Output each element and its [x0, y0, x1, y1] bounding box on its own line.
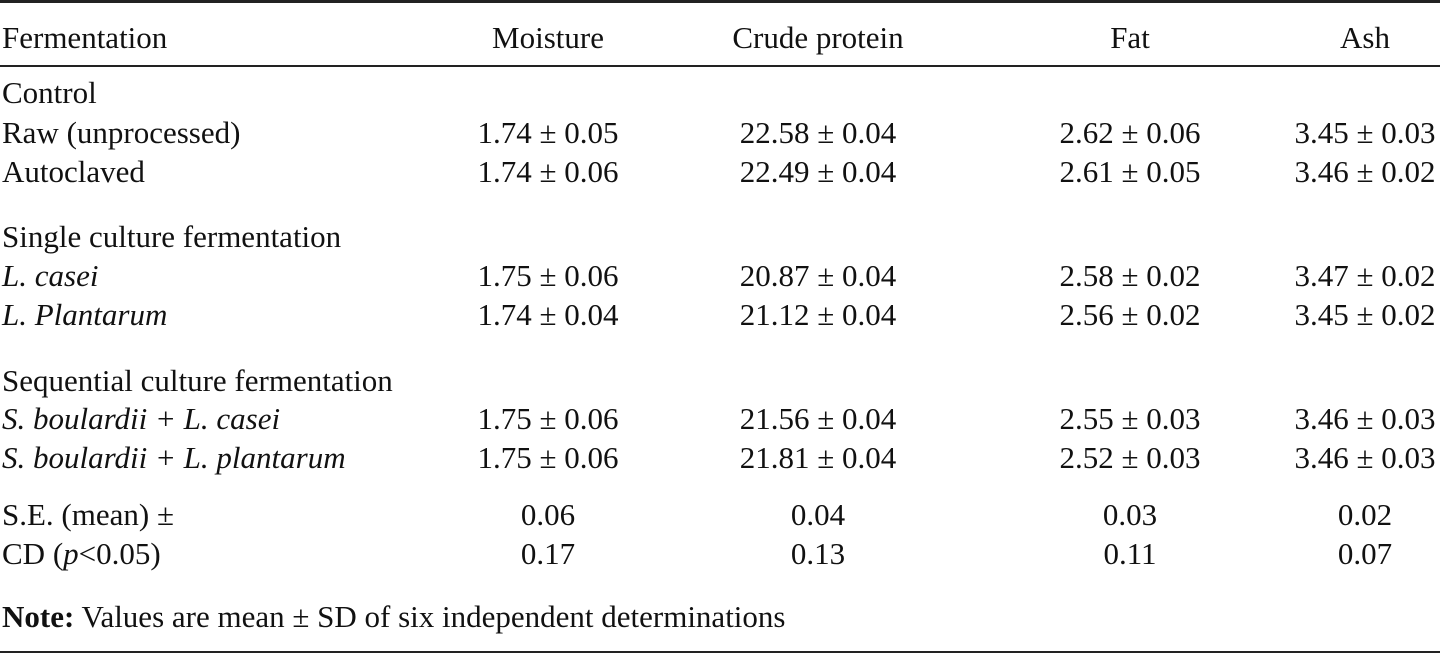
header-fat: Fat	[1110, 20, 1150, 55]
header-moisture: Moisture	[492, 20, 604, 55]
header-fermentation: Fermentation	[2, 20, 168, 55]
cell-ash: 3.46 ± 0.02	[1294, 154, 1436, 189]
cell-ash: 3.47 ± 0.02	[1294, 258, 1436, 293]
group-label: Control	[2, 75, 97, 110]
cell-fat: 2.62 ± 0.06	[1059, 115, 1201, 150]
group-label: Sequential culture fermentation	[2, 363, 393, 398]
row-label: Raw (unprocessed)	[2, 115, 241, 150]
group-heading-sequential: Sequential culture fermentation	[0, 361, 1440, 401]
table-note: Note: Values are mean ± SD of six indepe…	[0, 597, 1440, 637]
cell-moisture: 1.75 ± 0.06	[477, 440, 619, 475]
cell-protein: 21.81 ± 0.04	[739, 440, 897, 475]
note-body: Values are mean ± SD of six independent …	[74, 599, 786, 634]
cell-protein: 20.87 ± 0.04	[739, 258, 897, 293]
table-row-se: S.E. (mean) ± 0.06 0.04 0.03 0.02	[0, 495, 1440, 535]
cell-protein: 21.56 ± 0.04	[739, 401, 897, 436]
cell-fat: 2.58 ± 0.02	[1059, 258, 1201, 293]
cell-fat: 2.56 ± 0.02	[1059, 297, 1201, 332]
table-header: Fermentation Moisture Crude protein Fat …	[0, 18, 1440, 58]
header-ash: Ash	[1340, 20, 1390, 55]
header-crude-protein: Crude protein	[732, 20, 904, 55]
top-rule	[0, 0, 1440, 3]
group-heading-single: Single culture fermentation	[0, 217, 1440, 257]
table-row-cd: CD (p<0.05) 0.17 0.13 0.11 0.07	[0, 534, 1440, 574]
cell-protein: 0.13	[790, 536, 846, 571]
group-heading-control: Control	[0, 73, 1440, 113]
cell-ash: 3.45 ± 0.03	[1294, 115, 1436, 150]
cd-label-p: p	[63, 536, 79, 571]
cell-protein: 0.04	[790, 497, 846, 532]
row-label: CD (p<0.05)	[2, 534, 161, 574]
cell-protein: 22.58 ± 0.04	[739, 115, 897, 150]
cell-moisture: 1.74 ± 0.05	[477, 115, 619, 150]
cell-fat: 2.52 ± 0.03	[1059, 440, 1201, 475]
table-row: Autoclaved 1.74 ± 0.06 22.49 ± 0.04 2.61…	[0, 152, 1440, 192]
row-label: S. boulardii + L. plantarum	[2, 440, 346, 475]
table-row: S. boulardii + L. casei 1.75 ± 0.06 21.5…	[0, 399, 1440, 439]
cell-moisture: 0.06	[520, 497, 576, 532]
table-row: S. boulardii + L. plantarum 1.75 ± 0.06 …	[0, 438, 1440, 478]
cell-ash: 0.02	[1337, 497, 1393, 532]
table-row: Raw (unprocessed) 1.74 ± 0.05 22.58 ± 0.…	[0, 113, 1440, 153]
cell-protein: 21.12 ± 0.04	[739, 297, 897, 332]
cell-ash: 3.45 ± 0.02	[1294, 297, 1436, 332]
cell-fat: 0.03	[1102, 497, 1158, 532]
cell-protein: 22.49 ± 0.04	[739, 154, 897, 189]
row-label: L. Plantarum	[2, 297, 168, 332]
row-label: S. boulardii + L. casei	[2, 401, 281, 436]
row-label: Autoclaved	[2, 154, 145, 189]
cell-fat: 2.61 ± 0.05	[1059, 154, 1201, 189]
table-row: L. casei 1.75 ± 0.06 20.87 ± 0.04 2.58 ±…	[0, 256, 1440, 296]
cell-moisture: 1.74 ± 0.04	[477, 297, 619, 332]
cell-ash: 3.46 ± 0.03	[1294, 401, 1436, 436]
cd-label-post: <0.05)	[78, 536, 161, 571]
table-row: L. Plantarum 1.74 ± 0.04 21.12 ± 0.04 2.…	[0, 295, 1440, 335]
cell-fat: 0.11	[1103, 536, 1157, 571]
cell-ash: 3.46 ± 0.03	[1294, 440, 1436, 475]
cd-label-pre: CD (	[2, 536, 64, 571]
row-label: L. casei	[2, 258, 99, 293]
header-rule	[0, 65, 1440, 67]
row-label: S.E. (mean) ±	[2, 497, 174, 532]
cell-moisture: 1.75 ± 0.06	[477, 401, 619, 436]
cell-ash: 0.07	[1337, 536, 1393, 571]
note-text: Note: Values are mean ± SD of six indepe…	[2, 597, 785, 637]
note-label: Note:	[2, 599, 75, 634]
cell-moisture: 1.74 ± 0.06	[477, 154, 619, 189]
cell-moisture: 0.17	[520, 536, 576, 571]
group-label: Single culture fermentation	[2, 219, 342, 254]
cell-moisture: 1.75 ± 0.06	[477, 258, 619, 293]
cell-fat: 2.55 ± 0.03	[1059, 401, 1201, 436]
bottom-rule	[0, 651, 1440, 653]
